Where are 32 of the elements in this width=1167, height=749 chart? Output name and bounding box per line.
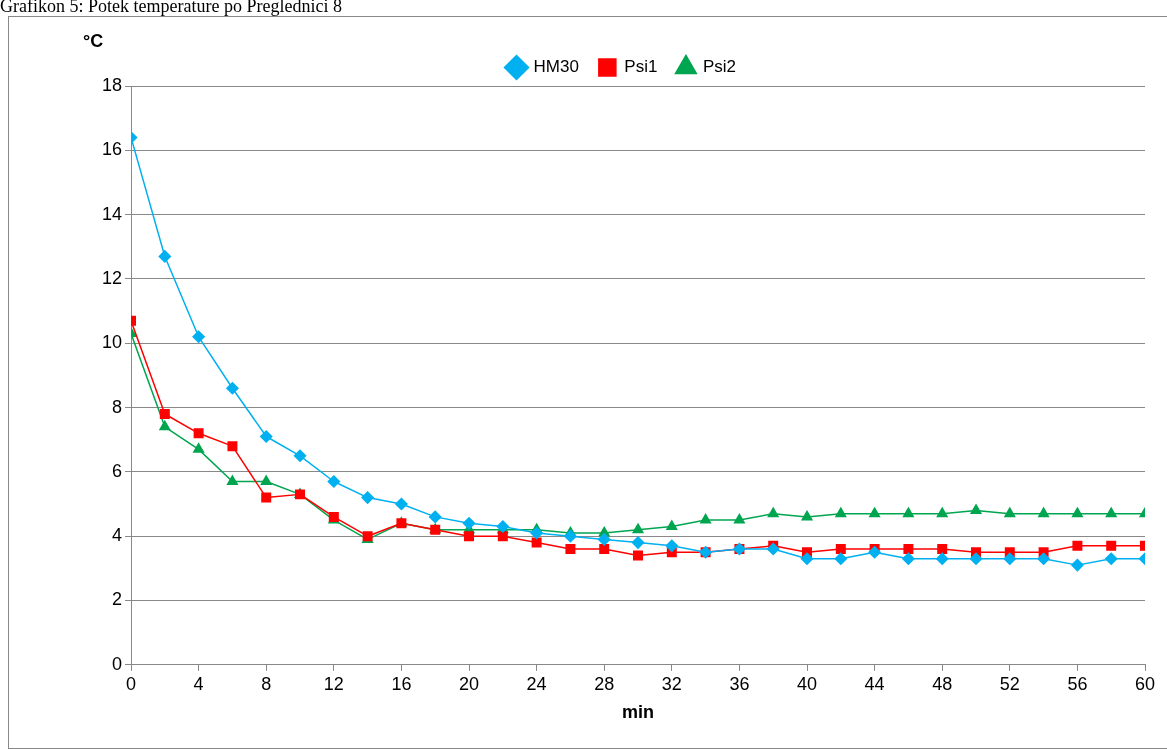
- x-tick-label: 36: [729, 673, 750, 694]
- x-tick-label: 0: [126, 673, 137, 694]
- x-tick-label: 56: [1067, 673, 1088, 694]
- x-tick-label: 12: [323, 673, 344, 694]
- y-tick-label: 8: [112, 396, 123, 417]
- x-tick-label: 48: [932, 673, 953, 694]
- x-tick-label: 16: [391, 673, 412, 694]
- y-tick-label: 0: [112, 653, 123, 674]
- y-tick-label: 18: [101, 74, 123, 95]
- x-tick-label: 4: [193, 673, 204, 694]
- x-tick-label: 8: [261, 673, 272, 694]
- y-tick-label: 4: [112, 525, 123, 546]
- y-tick-label: 12: [101, 267, 123, 288]
- y-tick-label: 10: [101, 332, 123, 353]
- y-tick-label: 16: [101, 139, 123, 160]
- y-axis-title: °C: [82, 30, 104, 51]
- chart-title: Grafikon 5: Potek temperature po Preglednici 8: [0, 0, 342, 17]
- legend-label: Psi2: [702, 57, 736, 77]
- y-tick-label: 2: [112, 589, 123, 610]
- y-tick-label: 6: [112, 460, 123, 481]
- x-tick-label: 24: [526, 673, 547, 694]
- y-tick-label: 14: [101, 203, 123, 224]
- x-tick-label: 60: [1134, 673, 1156, 694]
- x-axis-title: min: [622, 702, 655, 723]
- legend-label: HM30: [533, 57, 579, 77]
- legend-label: Psi1: [624, 57, 658, 77]
- x-tick-label: 40: [796, 673, 818, 694]
- x-tick-label: 44: [864, 673, 885, 694]
- x-tick-label: 28: [594, 673, 615, 694]
- x-tick-label: 20: [459, 673, 480, 694]
- x-tick-label: 32: [661, 673, 682, 694]
- x-tick-label: 52: [999, 673, 1020, 694]
